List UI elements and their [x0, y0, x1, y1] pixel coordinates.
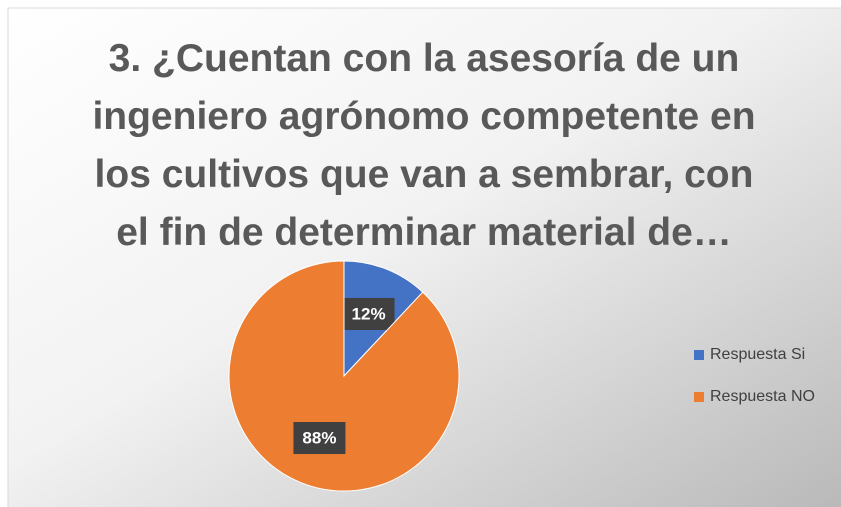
data-label-box: [293, 422, 346, 455]
pie-slice: [228, 260, 460, 492]
data-label-box: [342, 297, 395, 330]
legend-swatch: [694, 350, 704, 360]
chart-title: 3. ¿Cuentan con la asesoría de un ingeni…: [92, 37, 756, 254]
legend-swatch: [694, 392, 704, 402]
legend-label: Respuesta NO: [710, 388, 815, 405]
data-label: 88%: [302, 429, 336, 448]
data-label: 12%: [352, 304, 386, 323]
legend-label: Respuesta Si: [710, 346, 805, 363]
